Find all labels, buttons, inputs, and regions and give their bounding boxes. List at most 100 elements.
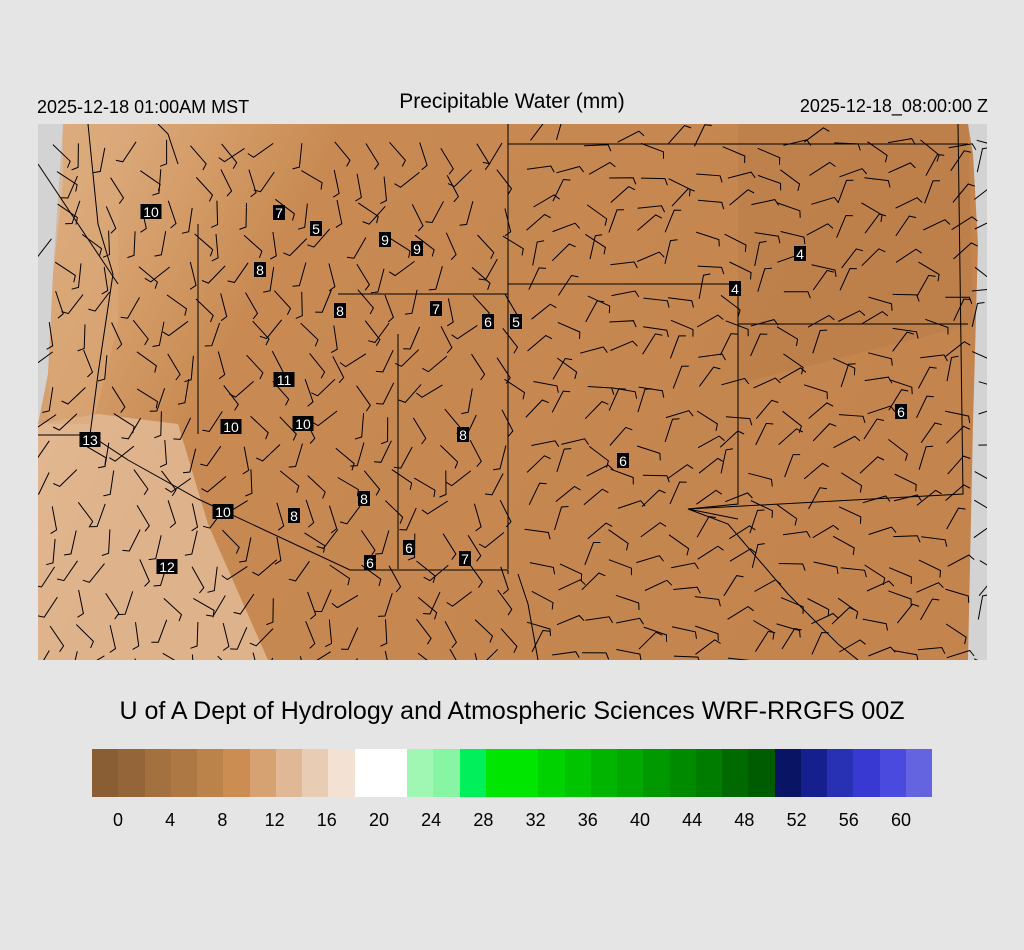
wind-barb [309,353,326,379]
wind-barb [161,470,177,497]
colorbar-segment [879,749,906,797]
wind-barb [301,170,323,190]
wind-barb [364,320,381,346]
wind-barb [979,560,987,566]
svg-text:8: 8 [256,262,264,278]
wind-barb [332,356,345,384]
wind-barb [38,440,50,459]
wind-barb [610,468,634,485]
wind-barb [52,413,78,431]
wind-barb [380,619,388,647]
station-value: 7 [459,551,471,567]
colorbar-segment [643,749,670,797]
wind-barb [325,619,333,648]
wind-barb [190,145,207,171]
wind-barb [722,146,746,164]
colorbar-segment [695,749,722,797]
wind-barb [227,262,249,284]
wind-barb [391,469,413,490]
wind-barb [888,138,916,145]
wind-barb [393,446,413,469]
wind-barb [524,528,551,540]
wind-barb [525,399,549,418]
wind-barb [144,266,171,283]
svg-text:7: 7 [275,205,283,221]
wind-barb [252,559,278,577]
wind-barb [923,219,951,231]
wind-barb [373,440,392,463]
wind-barb [812,269,835,291]
wind-barb [97,355,108,382]
wind-barb [838,506,862,524]
station-value: 5 [510,314,522,330]
station-value: 6 [617,453,629,469]
wind-barb [695,231,720,247]
wind-barb [640,177,668,186]
wind-barb [440,445,459,469]
wind-barb [350,442,365,467]
wind-barb [375,530,390,555]
wind-barb [38,238,52,258]
wind-barb [644,579,673,591]
wind-barb [809,161,836,176]
wind-barb [947,554,975,567]
wind-barb [249,628,274,647]
wind-barb [808,402,834,419]
wind-barb [148,535,162,561]
wind-barb [304,378,314,407]
wind-barb [757,267,772,292]
wind-barb [667,464,694,480]
wind-barb [46,538,56,566]
wind-barb [697,199,725,210]
wind-barb [314,589,332,613]
wind-barb [582,652,610,660]
wind-barb [892,331,914,352]
wind-barb [642,333,663,355]
colorbar-segment [564,749,591,797]
wind-barb [893,494,922,502]
wind-barb [363,470,381,496]
wind-barb [920,422,942,443]
wind-barb [893,535,921,543]
wind-barb [245,469,253,497]
station-value: 4 [729,281,741,297]
wind-barb [247,142,274,158]
wind-barb [533,381,559,393]
wind-barb [586,464,614,477]
wind-barb [916,582,944,593]
wind-barb [972,351,987,359]
wind-barb [945,296,973,304]
wind-barb [297,203,308,230]
wind-barb [329,564,351,586]
wind-barb [587,522,613,540]
wind-barb [784,454,801,478]
wind-barb [808,487,827,510]
wind-barb [526,455,551,473]
wind-barb [121,417,142,440]
wind-barb [945,341,971,357]
wind-barb [754,579,782,592]
wind-barb [551,243,576,262]
wind-barb [780,169,801,192]
station-value: 8 [254,262,266,278]
wind-barb [416,384,443,398]
wind-barb [776,623,801,638]
wind-barb [384,650,388,660]
wind-barb [77,324,86,352]
wind-barb [557,321,581,340]
wind-barb [557,274,579,296]
wind-barb [81,233,103,256]
wind-barb [670,319,694,337]
wind-barb [311,410,338,427]
wind-barb [357,289,375,315]
wind-barb [425,201,444,224]
wind-barb [276,502,285,531]
wind-barb [195,177,214,202]
wind-barb [154,231,167,257]
wind-barb [56,560,78,582]
wind-barb [484,473,504,496]
wind-barb [357,202,379,224]
colorbar-tick-label: 36 [577,810,598,830]
wind-barb [971,289,987,292]
wind-barb [292,262,307,287]
